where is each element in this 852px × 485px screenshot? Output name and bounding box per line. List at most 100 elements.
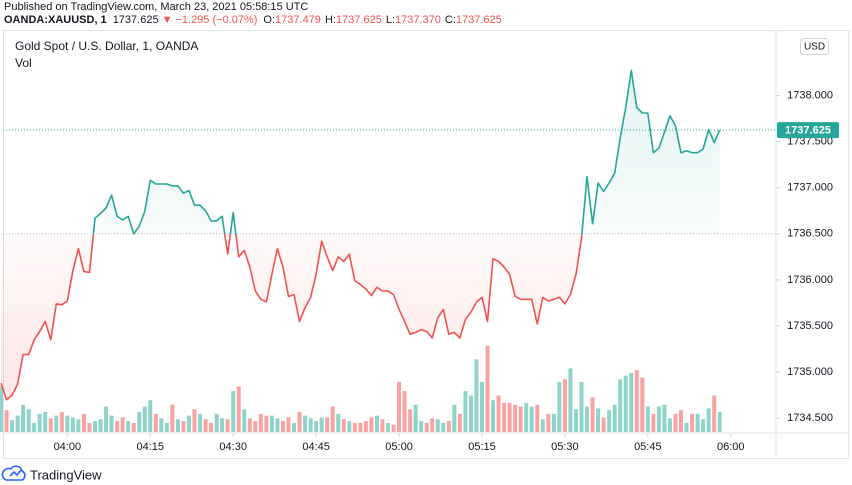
- volume-bar: [479, 382, 484, 432]
- volume-bar: [612, 404, 617, 432]
- volume-bar: [419, 421, 424, 432]
- volume-bar: [590, 397, 595, 432]
- volume-bar: [280, 421, 285, 432]
- volume-bar: [10, 420, 15, 432]
- volume-bar: [181, 421, 186, 432]
- symbol-line: OANDA:XAUUSD, 1 1737.625 ▼ −1.295 (−0.07%) O…: [4, 14, 502, 26]
- volume-bar: [314, 421, 319, 432]
- volume-bar: [701, 419, 706, 432]
- volume-bar: [115, 421, 120, 432]
- currency: USD: [804, 42, 825, 53]
- volume-bar: [70, 417, 75, 432]
- volume-bar: [684, 422, 689, 432]
- volume-bar: [463, 391, 468, 432]
- published-note: Published on TradingView.com, March 23, …: [4, 1, 308, 13]
- volume-bar: [380, 419, 385, 432]
- volume-bar: [540, 419, 545, 432]
- volume-bar: [568, 368, 573, 432]
- volume-bar: [297, 412, 302, 432]
- volume-bar: [142, 406, 147, 432]
- volume-bar: [546, 413, 551, 432]
- volume-bar: [4, 410, 9, 432]
- volume-bar: [518, 406, 523, 432]
- volume-bar: [153, 413, 158, 432]
- y-tick-label: 1734.500: [787, 412, 833, 424]
- volume-bar: [32, 422, 37, 432]
- volume-bar: [175, 419, 180, 432]
- volume-bar: [242, 409, 247, 432]
- volume-bar: [54, 415, 59, 432]
- y-tick-label: 1735.000: [787, 366, 833, 378]
- volume-bar: [109, 415, 114, 432]
- volume-bar: [76, 419, 81, 432]
- volume-bar: [15, 415, 20, 432]
- volume-bar: [491, 400, 496, 432]
- volume-bar: [391, 424, 396, 432]
- volume-bar: [618, 379, 623, 432]
- baseline-fill: [1, 70, 720, 400]
- volume-bar: [81, 413, 86, 432]
- volume-bar: [706, 408, 711, 432]
- volume-bar: [524, 402, 529, 432]
- volume-bar: [253, 421, 258, 432]
- volume-bar: [446, 421, 451, 432]
- down-arrow: ▼: [162, 14, 173, 26]
- ohlc-label: C:: [445, 14, 456, 26]
- last-price: 1737.625: [113, 14, 159, 26]
- volume-bar: [170, 404, 175, 432]
- volume-bar: [607, 410, 612, 432]
- volume-bar: [26, 409, 31, 432]
- volume-bar: [231, 391, 236, 432]
- volume-bar: [308, 418, 313, 432]
- volume-bar: [363, 421, 368, 432]
- volume-bar: [131, 422, 136, 432]
- volume-bar: [397, 382, 402, 432]
- volume-bar: [513, 404, 518, 432]
- volume-bar: [186, 415, 191, 432]
- chart-title: Gold Spot / U.S. Dollar, 1, OANDA: [15, 39, 198, 53]
- volume-bar: [87, 422, 92, 432]
- volume-bar: [535, 404, 540, 432]
- volume-bar: [651, 413, 656, 432]
- ohlc-label: O:: [263, 14, 275, 26]
- x-tick-label: 04:00: [54, 441, 82, 453]
- volume-bar: [562, 379, 567, 432]
- volume-bar: [369, 417, 374, 432]
- x-tick-label: 04:15: [137, 441, 165, 453]
- ohlc-value: 1737.625: [336, 14, 382, 26]
- volume-bar: [330, 406, 335, 432]
- volume-bar: [441, 422, 446, 432]
- volume-bar: [679, 410, 684, 432]
- volume-bar: [286, 417, 291, 432]
- volume-bar: [198, 413, 203, 432]
- volume-bar: [258, 413, 263, 432]
- y-tick-label: 1735.500: [787, 320, 833, 332]
- volume-bar: [21, 404, 26, 432]
- volume-bar: [352, 422, 357, 432]
- volume-bar: [430, 418, 435, 432]
- volume-bar: [303, 415, 308, 432]
- x-tick-label: 05:45: [634, 441, 662, 453]
- volume-bar: [452, 404, 457, 432]
- volume-bar: [98, 419, 103, 432]
- y-tick-label: 1738.000: [787, 89, 833, 101]
- volume-bar: [292, 422, 297, 432]
- volume-bar: [629, 372, 634, 432]
- volume-bar: [601, 417, 606, 432]
- y-tick-label: 1736.000: [787, 274, 833, 286]
- x-tick-label: 04:45: [302, 441, 330, 453]
- volume-bar: [557, 382, 562, 432]
- currency-badge: [800, 38, 829, 55]
- volume-bar: [645, 406, 650, 432]
- volume-bar: [413, 404, 418, 432]
- volume-bar: [92, 421, 97, 432]
- volume-bar: [236, 386, 241, 432]
- volume-bar: [220, 418, 225, 432]
- volume-bar: [695, 413, 700, 432]
- volume-bar: [596, 408, 601, 432]
- volume-bar: [690, 413, 695, 432]
- volume-bar: [65, 415, 70, 432]
- volume-bar: [529, 406, 534, 432]
- x-tick-label: 05:15: [468, 441, 496, 453]
